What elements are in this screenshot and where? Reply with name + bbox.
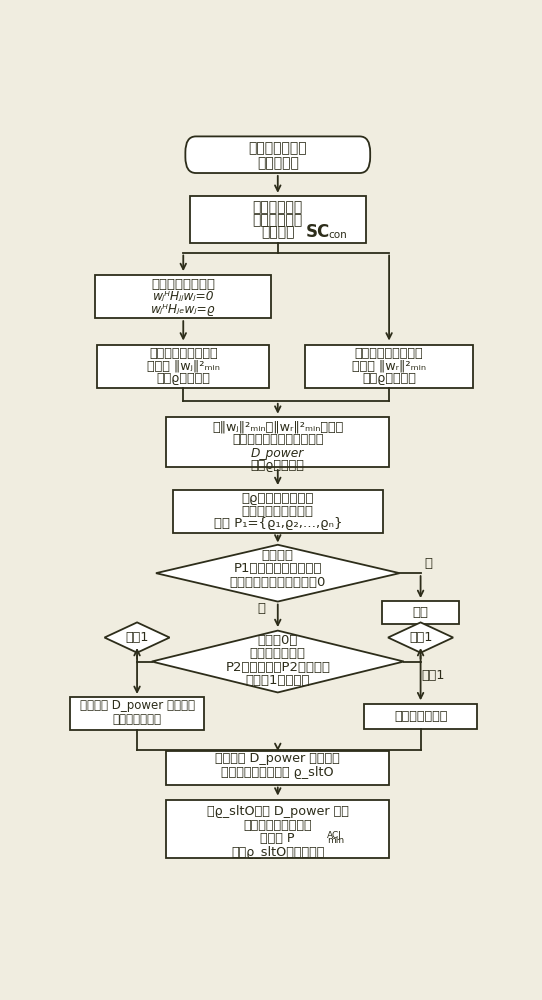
Text: （是ϱ的函数）: （是ϱ的函数）: [362, 372, 416, 385]
Bar: [173, 490, 383, 533]
Text: min: min: [327, 836, 344, 845]
Text: 集合 P₁={ϱ₁,ϱ₂,…,ϱₙ}: 集合 P₁={ϱ₁,ϱ₂,…,ϱₙ}: [214, 517, 342, 530]
Text: 获得使得 D_power 取得最小: 获得使得 D_power 取得最小: [215, 752, 340, 765]
Text: 最小值 P: 最小值 P: [261, 832, 295, 845]
Text: 极值点归入集合: 极值点归入集合: [250, 647, 306, 660]
Text: 否: 否: [424, 557, 432, 570]
Text: 全部代入 D_power 取使其最: 全部代入 D_power 取使其最: [80, 699, 195, 712]
Text: （是ϱ的函数）: （是ϱ的函数）: [251, 459, 305, 472]
Text: 大于1: 大于1: [125, 631, 149, 644]
Text: 系统总的能量消耗的: 系统总的能量消耗的: [243, 819, 312, 832]
Bar: [364, 704, 478, 729]
Text: 导数，得到极值点的: 导数，得到极值点的: [242, 505, 314, 518]
Text: 计算集合: 计算集合: [262, 549, 294, 562]
Text: 以ϱ为自变量求一阶: 以ϱ为自变量求一阶: [242, 492, 314, 505]
Bar: [166, 417, 389, 467]
Text: wⱼᴴHⱼⱼwⱼ=0: wⱼᴴHⱼⱼwⱼ=0: [152, 290, 214, 303]
Text: D_power: D_power: [251, 447, 305, 460]
Text: ACJ: ACJ: [327, 831, 342, 840]
Text: 将ϱ_sltO代入 D_power 计算: 将ϱ_sltO代入 D_power 计算: [207, 805, 349, 818]
Polygon shape: [156, 545, 399, 602]
Text: 个数与1进行比较: 个数与1进行比较: [246, 674, 310, 687]
Text: 将‖wⱼ‖²ₘᵢₙ和‖wᵣ‖²ₘᵢₙ求和，: 将‖wⱼ‖²ₘᵢₙ和‖wᵣ‖²ₘᵢₙ求和，: [212, 420, 344, 433]
Text: P1中各极值点处的二阶: P1中各极值点处的二阶: [234, 562, 322, 575]
Text: SC: SC: [306, 223, 330, 241]
Text: 节点安全容量: 节点安全容量: [253, 213, 303, 227]
Text: 等于1: 等于1: [422, 669, 445, 682]
Text: 耗函数 ‖wⱼ‖²ₘᵢₙ: 耗函数 ‖wⱼ‖²ₘᵢₙ: [147, 360, 220, 373]
Text: 将大于0的: 将大于0的: [257, 634, 298, 647]
Text: 值的极值点，定义为 ϱ_sltO: 值的极值点，定义为 ϱ_sltO: [222, 766, 334, 779]
FancyBboxPatch shape: [185, 136, 370, 173]
Text: （是ϱ_sltO的表达式）: （是ϱ_sltO的表达式）: [231, 846, 325, 859]
Bar: [166, 751, 389, 785]
Bar: [97, 345, 269, 388]
Text: 干扰节点最小能量消: 干扰节点最小能量消: [149, 347, 217, 360]
Bar: [95, 275, 272, 318]
Text: P2中，将集合P2内极值点: P2中，将集合P2内极值点: [225, 661, 330, 674]
Bar: [190, 196, 366, 243]
Text: 波束成形技术使得: 波束成形技术使得: [151, 278, 215, 291]
Text: 耗函数 ‖wᵣ‖²ₘᵢₙ: 耗函数 ‖wᵣ‖²ₘᵢₙ: [352, 360, 426, 373]
Text: 与能量消耗: 与能量消耗: [257, 156, 299, 170]
Polygon shape: [152, 631, 404, 692]
Bar: [382, 601, 460, 624]
Text: （是ϱ的函数）: （是ϱ的函数）: [156, 372, 210, 385]
Text: 源节点到目的: 源节点到目的: [253, 200, 303, 214]
Text: 得到系统最小能量消耗函数: 得到系统最小能量消耗函数: [232, 433, 324, 446]
Bar: [305, 345, 473, 388]
Text: 导数，判断结果是否大于0: 导数，判断结果是否大于0: [230, 576, 326, 588]
Text: 舍弃: 舍弃: [412, 606, 429, 619]
Text: 独立的安全容量: 独立的安全容量: [248, 141, 307, 155]
Bar: [166, 800, 389, 858]
Text: 是: 是: [258, 602, 266, 615]
Text: 小的那个极值点: 小的那个极值点: [113, 713, 162, 726]
Text: 值约束为: 值约束为: [261, 225, 294, 239]
Text: 直接取该极值点: 直接取该极值点: [394, 710, 447, 723]
Bar: [70, 697, 204, 730]
Text: con: con: [328, 230, 347, 240]
Text: 等于1: 等于1: [409, 631, 433, 644]
Text: wⱼᴴHⱼₑwⱼ=ϱ: wⱼᴴHⱼₑwⱼ=ϱ: [151, 303, 216, 316]
Polygon shape: [105, 622, 170, 653]
Text: 中继节点最小能量消: 中继节点最小能量消: [355, 347, 423, 360]
Polygon shape: [388, 622, 453, 653]
